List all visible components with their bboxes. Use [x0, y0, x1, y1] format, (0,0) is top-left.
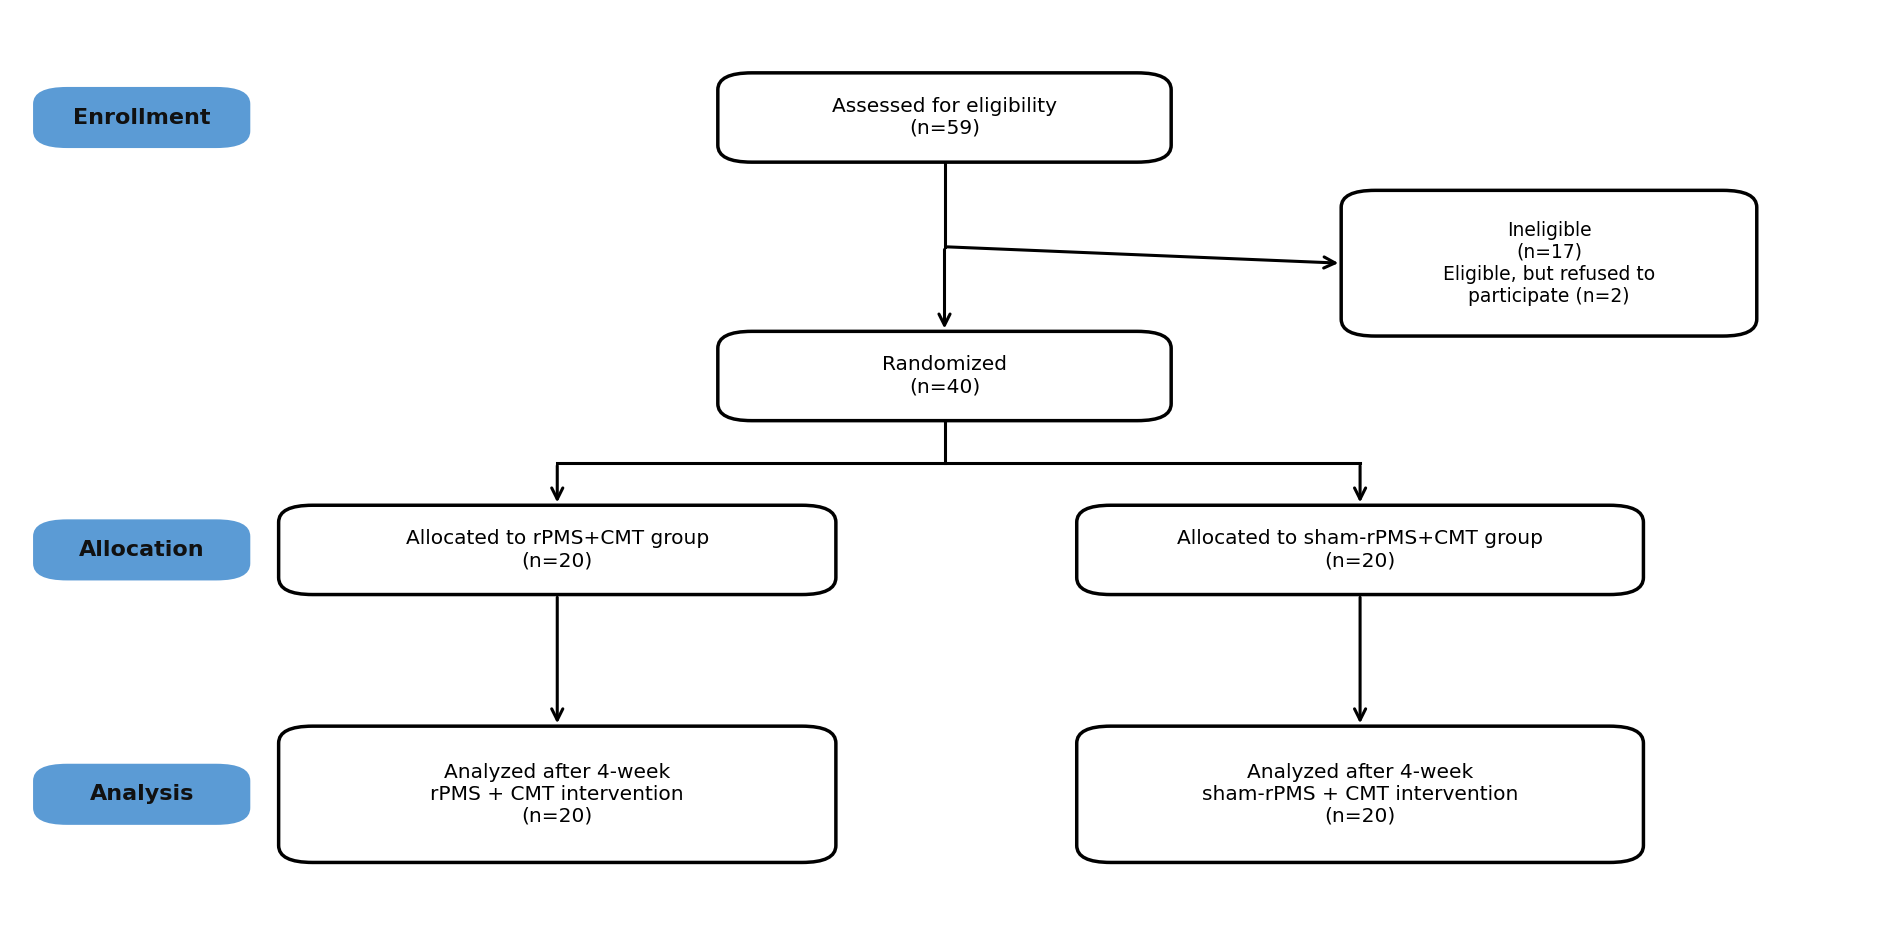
Text: Assessed for eligibility
(n=59): Assessed for eligibility (n=59) [831, 97, 1058, 138]
FancyBboxPatch shape [718, 73, 1171, 162]
FancyBboxPatch shape [32, 763, 249, 825]
FancyBboxPatch shape [1341, 190, 1757, 337]
Text: Ineligible
(n=17)
Eligible, but refused to
participate (n=2): Ineligible (n=17) Eligible, but refused … [1443, 221, 1655, 306]
Text: Randomized
(n=40): Randomized (n=40) [882, 355, 1007, 397]
FancyBboxPatch shape [32, 519, 249, 581]
FancyBboxPatch shape [280, 506, 837, 595]
FancyBboxPatch shape [32, 87, 249, 148]
FancyBboxPatch shape [1077, 726, 1643, 863]
FancyBboxPatch shape [718, 332, 1171, 421]
Text: Analyzed after 4-week
rPMS + CMT intervention
(n=20): Analyzed after 4-week rPMS + CMT interve… [431, 762, 684, 826]
Text: Allocated to rPMS+CMT group
(n=20): Allocated to rPMS+CMT group (n=20) [406, 529, 708, 571]
Text: Analyzed after 4-week
sham-rPMS + CMT intervention
(n=20): Analyzed after 4-week sham-rPMS + CMT in… [1201, 762, 1519, 826]
Text: Allocated to sham-rPMS+CMT group
(n=20): Allocated to sham-rPMS+CMT group (n=20) [1177, 529, 1543, 571]
FancyBboxPatch shape [1077, 506, 1643, 595]
Text: Analysis: Analysis [89, 784, 195, 805]
Text: Enrollment: Enrollment [74, 107, 210, 128]
Text: Allocation: Allocation [79, 540, 204, 560]
FancyBboxPatch shape [280, 726, 837, 863]
